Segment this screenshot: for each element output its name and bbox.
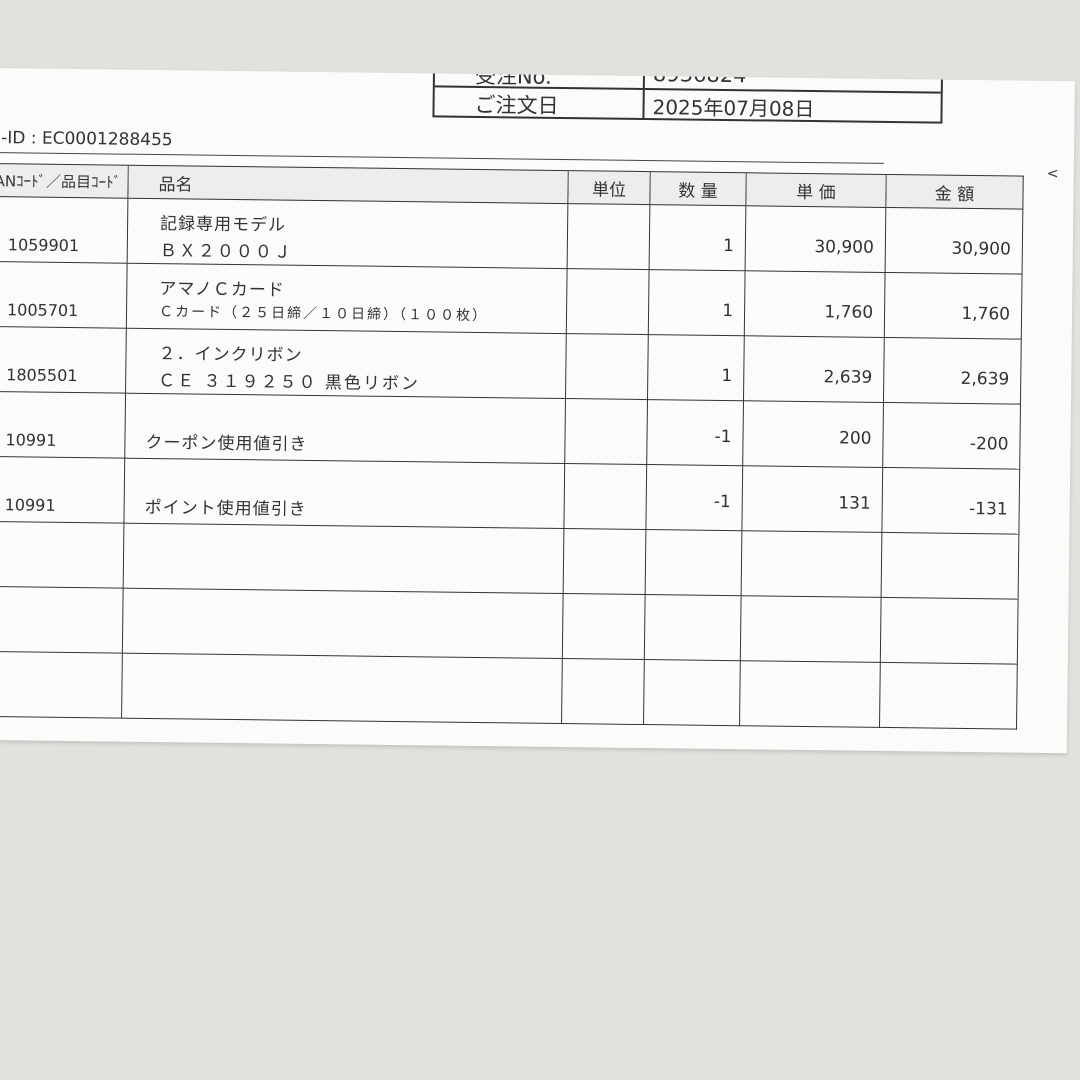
- table-cell: [880, 597, 1019, 665]
- table-cell: [563, 529, 647, 596]
- table-cell: [740, 596, 882, 663]
- item-code: 1805501: [6, 365, 78, 386]
- item-name: ２．インクリボン: [158, 344, 303, 366]
- order-date-value: 2025年07月08日: [652, 95, 815, 122]
- item-quantity: 1: [722, 235, 735, 257]
- item-amount: -131: [968, 498, 1008, 520]
- item-quantity: -1: [714, 426, 732, 448]
- order-date-label: ご注文日: [474, 92, 559, 118]
- customer-id: -ID : EC0001288455: [1, 128, 173, 151]
- column-header: 数 量: [650, 171, 747, 207]
- table-cell: [567, 204, 651, 271]
- table-cell: [123, 523, 565, 595]
- item-code: 10991: [4, 495, 56, 515]
- table-cell: [645, 530, 743, 597]
- order-box: 受注No. 8936824 ご注文日 2025年07月08日: [432, 68, 944, 124]
- table-cell: [562, 594, 646, 661]
- item-name: 記録専用モデル: [159, 214, 287, 236]
- column-header: ANｺｰﾄﾞ／品目ｺｰﾄﾞ: [0, 162, 129, 199]
- column-header: 単位: [568, 170, 651, 206]
- item-code: 1005701: [6, 300, 79, 321]
- item-unit-price: 2,639: [823, 367, 873, 388]
- item-amount: 30,900: [951, 238, 1011, 260]
- column-header: 品名: [128, 164, 569, 205]
- item-quantity: 1: [722, 300, 734, 322]
- column-header: 単 価: [746, 172, 887, 208]
- column-header: 金 額: [886, 173, 1024, 210]
- table-cell: [0, 521, 125, 589]
- item-unit-price: 1,760: [824, 302, 874, 323]
- table-cell: [564, 464, 648, 531]
- table-cell: [566, 269, 650, 336]
- table-cell: [740, 661, 881, 728]
- order-no-label: 受注No.: [474, 68, 552, 89]
- item-name: ＣＥ ３１９２５０ 黒色リボン: [158, 371, 421, 395]
- table-cell: [565, 399, 648, 466]
- item-unit-price: 131: [838, 493, 871, 514]
- item-amount: 2,639: [960, 368, 1010, 390]
- table-cell: [0, 651, 123, 719]
- table-cell: [880, 662, 1018, 730]
- item-unit-price: 200: [838, 428, 872, 449]
- item-name: Ｃカード（２５日締／１０日締）（１００枚）: [158, 304, 489, 325]
- table-cell: [122, 588, 564, 660]
- table-cell: [0, 586, 124, 654]
- edge-mark: <: [1046, 165, 1059, 183]
- item-amount: 1,760: [961, 303, 1011, 325]
- table-cell: [644, 660, 741, 727]
- item-name: クーポン使用値引き: [145, 432, 308, 455]
- table-cell: [881, 532, 1020, 600]
- items-table: ANｺｰﾄﾞ／品目ｺｰﾄﾞ 品名 単位数 量単 価金 額 1059901 記録専用モデル…: [0, 162, 1029, 753]
- item-amount: -200: [969, 434, 1009, 455]
- item-quantity: -1: [713, 491, 731, 513]
- item-name: ポイント使用値引き: [144, 497, 307, 520]
- item-code: 1059901: [7, 235, 80, 256]
- table-cell: [741, 531, 883, 598]
- table-cell: [562, 659, 645, 726]
- table-cell: [644, 595, 742, 662]
- item-quantity: 1: [721, 365, 733, 387]
- table-cell: [122, 653, 563, 725]
- order-no-value: 8936824: [652, 68, 747, 88]
- item-name: アマノＣカード: [159, 279, 285, 301]
- paper: 受注No. 8936824 ご注文日 2025年07月08日 -ID : EC0…: [0, 68, 1075, 754]
- item-code: 10991: [5, 430, 57, 450]
- table-cell: [565, 334, 649, 401]
- item-unit-price: 30,900: [814, 237, 874, 258]
- item-name: ＢＸ２０００Ｊ: [159, 241, 293, 263]
